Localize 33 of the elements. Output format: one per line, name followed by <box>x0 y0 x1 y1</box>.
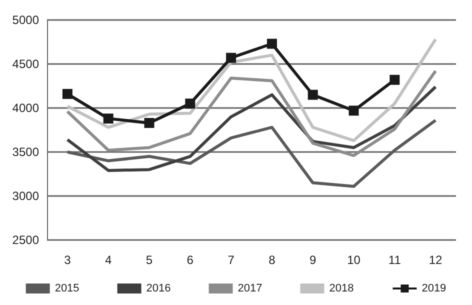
point <box>103 114 114 124</box>
point <box>390 74 400 85</box>
x-tick-label: 11 <box>388 253 402 267</box>
x-tick-label: 4 <box>105 253 112 267</box>
y-tick-label: 3500 <box>12 145 40 159</box>
x-tick-label: 8 <box>268 253 276 267</box>
line-series <box>66 70 438 158</box>
y-tick-label: 2500 <box>12 233 40 247</box>
x-tick-label: 10 <box>347 253 361 267</box>
y-tick-label: 4500 <box>12 57 40 71</box>
legend-label: 2018 <box>329 282 354 294</box>
point <box>348 106 359 116</box>
point <box>226 52 236 63</box>
legend-label: 2015 <box>54 282 80 294</box>
point <box>185 98 196 109</box>
x-tick-label: 7 <box>228 253 235 267</box>
line-series <box>66 85 438 172</box>
legend-label: 2019 <box>422 282 446 294</box>
y-tick-label: 3000 <box>12 189 40 203</box>
point <box>62 88 72 99</box>
legend-label: 2017 <box>238 282 262 294</box>
y-tick-label: 5000 <box>12 13 40 27</box>
x-tick-label: 3 <box>64 253 72 267</box>
x-tick-label: 6 <box>186 253 194 267</box>
point <box>266 38 277 49</box>
point <box>144 118 154 128</box>
y-tick-label: 4000 <box>12 101 40 115</box>
x-tick-label: 9 <box>310 253 317 267</box>
x-tick-label: 12 <box>428 253 443 267</box>
legend-label: 2016 <box>146 282 171 294</box>
point <box>308 90 318 100</box>
x-tick-label: 5 <box>146 253 153 267</box>
line-series <box>66 38 438 142</box>
